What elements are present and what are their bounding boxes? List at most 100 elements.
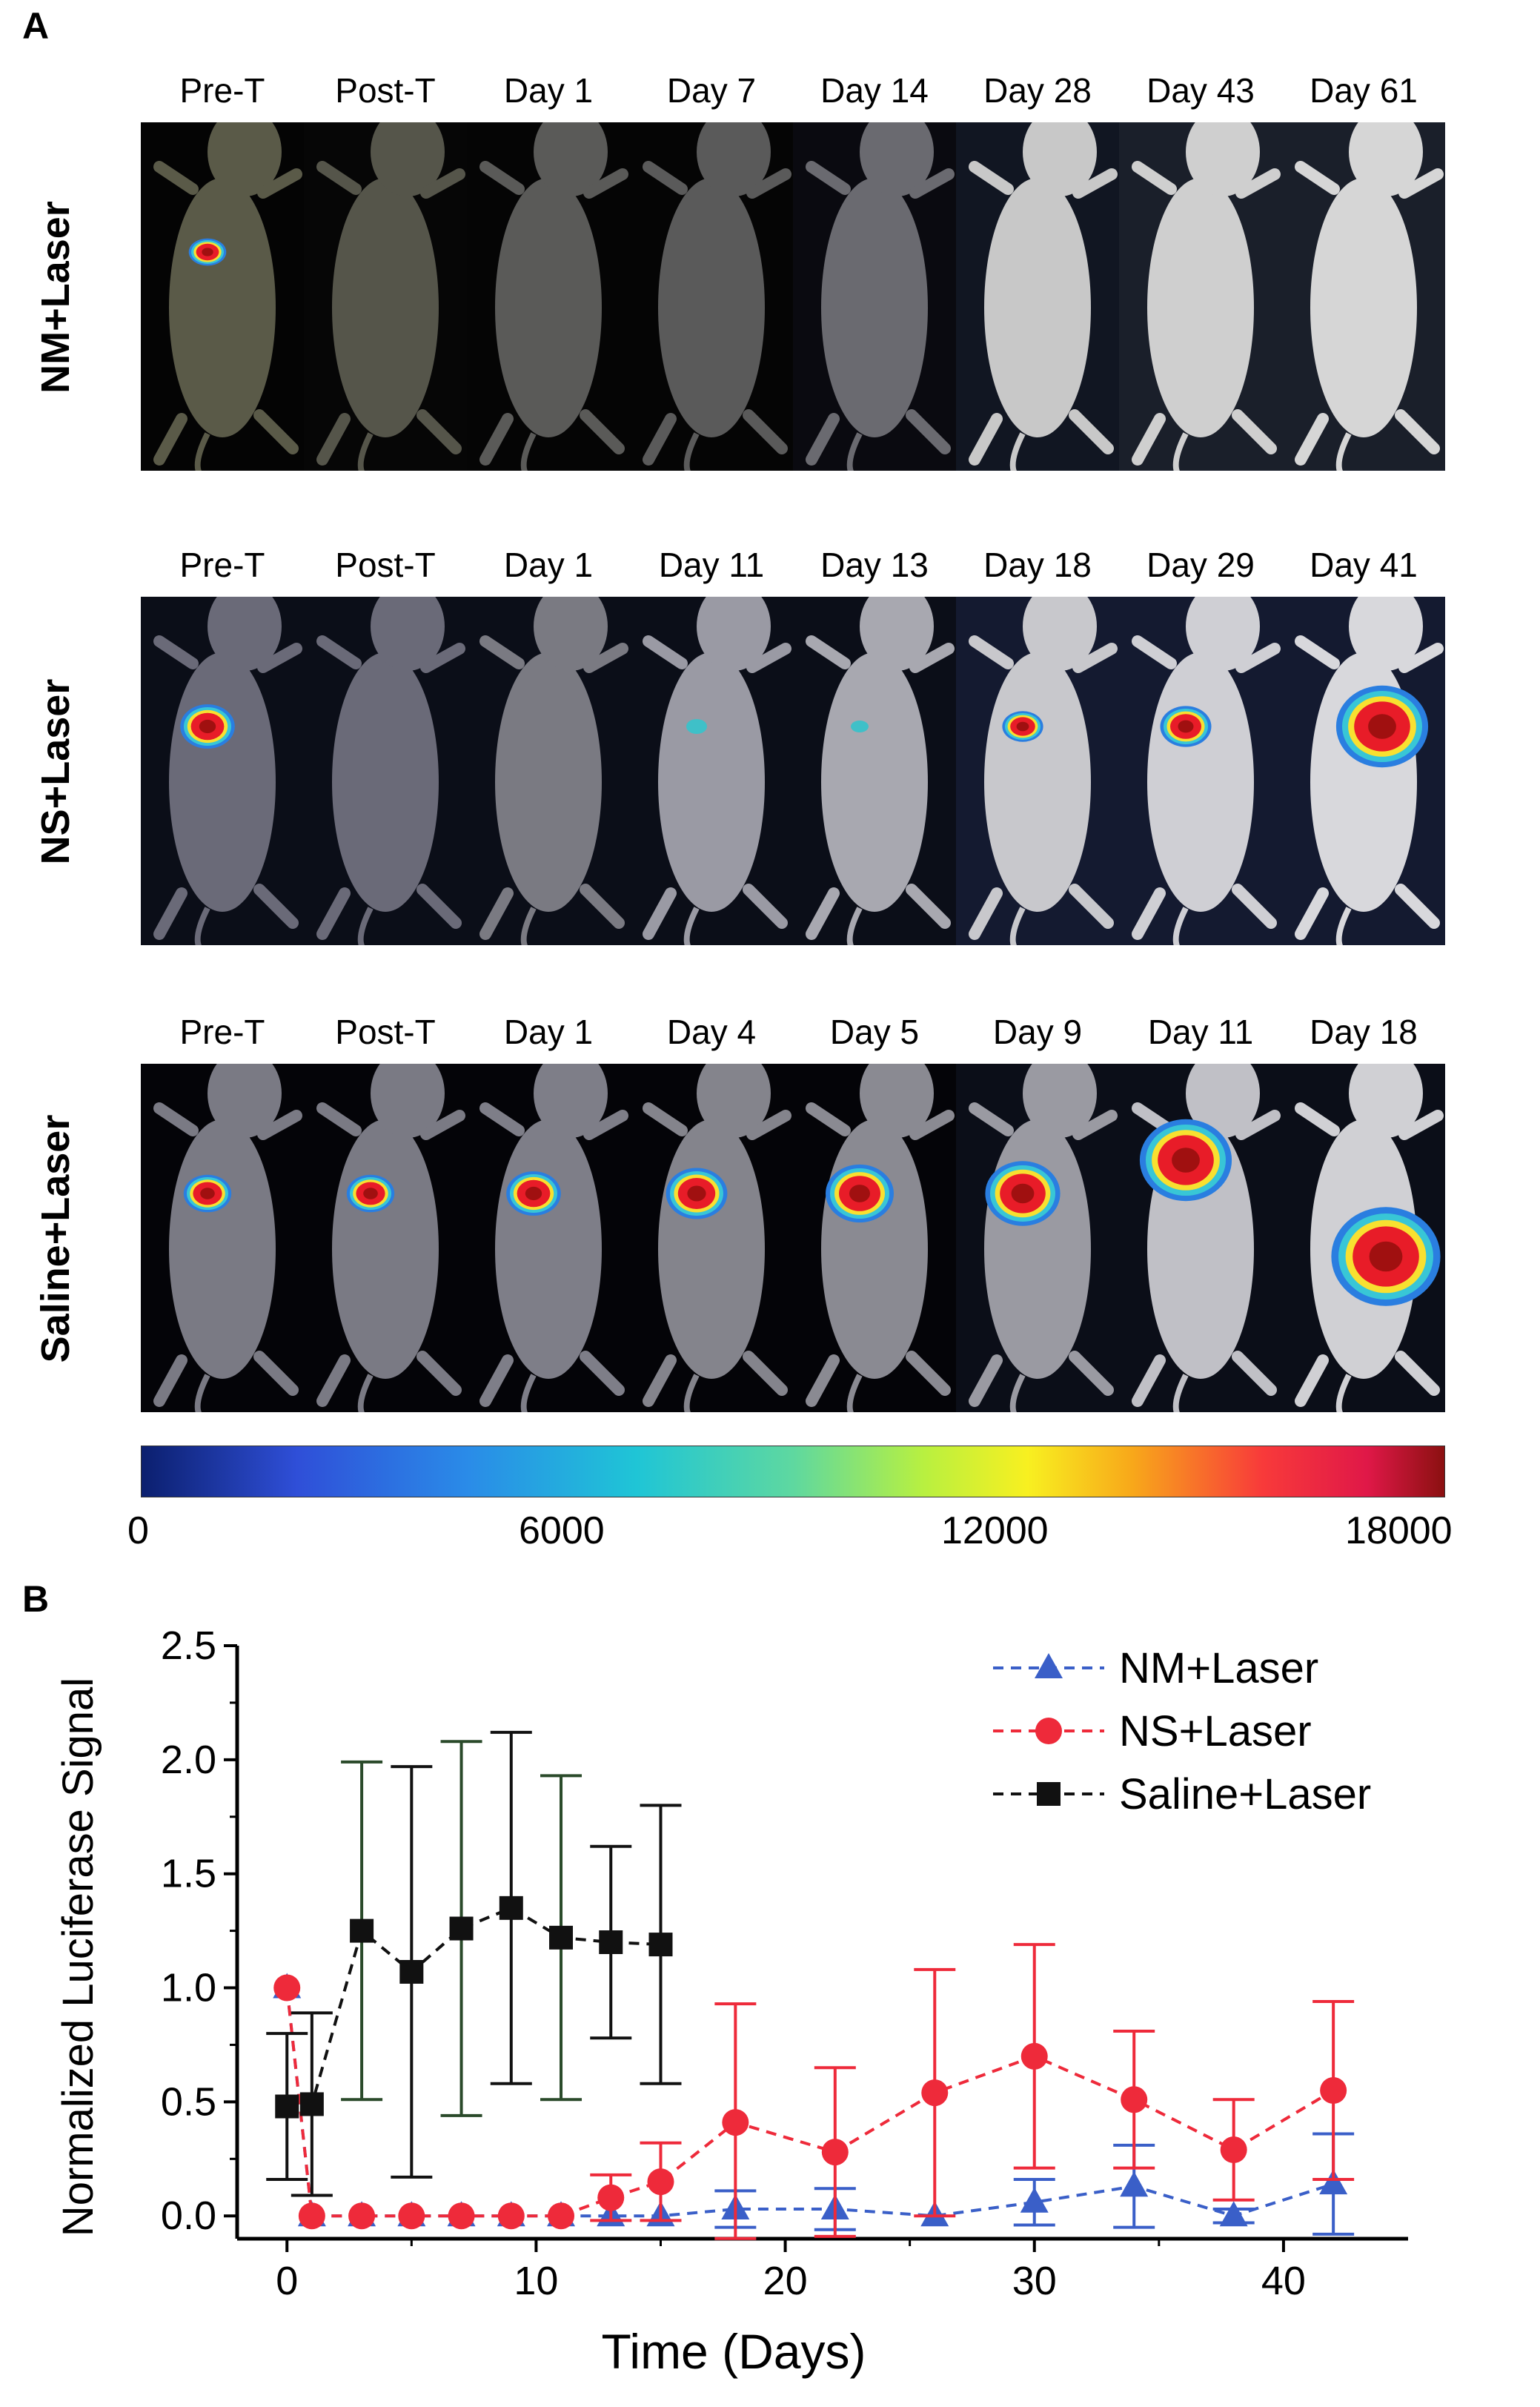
data-point: [299, 2092, 324, 2116]
day-label: Day 1: [503, 71, 594, 110]
colorbar-tick-18000: 18000: [1345, 1509, 1453, 1552]
data-point: [1120, 2171, 1149, 2197]
y-tick-label: 1.0: [161, 1966, 216, 2010]
day-label: Pre-T: [179, 71, 265, 110]
day-label: Day 11: [1147, 1013, 1254, 1051]
data-point: [1320, 2077, 1347, 2104]
row-label: Saline+Laser: [33, 1114, 78, 1363]
day-label: Day 14: [820, 71, 929, 110]
tumor-signal: [1331, 1207, 1441, 1306]
day-label: Day 1: [503, 1013, 594, 1051]
day-label: Post-T: [335, 71, 436, 110]
x-tick-label: 40: [1261, 2259, 1306, 2303]
day-label: Day 9: [992, 1013, 1083, 1051]
day-label: Day 28: [983, 71, 1092, 110]
mouse-silhouette: [806, 597, 955, 945]
mouse-silhouette: [643, 597, 791, 945]
data-point: [648, 1933, 673, 1957]
data-point: [273, 1974, 301, 2002]
data-point: [348, 2202, 376, 2230]
data-point: [497, 2202, 525, 2230]
y-tick-label: 2.0: [161, 1738, 216, 1782]
mouse-silhouette: [1295, 122, 1444, 471]
data-point: [647, 2168, 674, 2196]
data-point: [350, 1918, 374, 1943]
tumor-signal: [188, 238, 227, 266]
data-point: [399, 1960, 424, 1984]
tumor-signal: [180, 704, 235, 749]
tumor-signal: [346, 1174, 395, 1213]
colorbar-tick-12000: 12000: [941, 1509, 1049, 1552]
day-label: Day 29: [1146, 546, 1255, 584]
mouse-silhouette: [1132, 122, 1281, 471]
colorbar-tick-6000: 6000: [519, 1509, 605, 1552]
data-point: [1319, 2169, 1348, 2195]
panel-a-letter: A: [22, 5, 50, 47]
data-point: [275, 2094, 299, 2119]
day-label: Post-T: [335, 546, 436, 584]
y-tick-label: 1.5: [161, 1852, 216, 1896]
legend-label: NS+Laser: [1119, 1707, 1312, 1755]
mouse-silhouette: [969, 122, 1118, 471]
x-tick-label: 10: [514, 2259, 558, 2303]
x-axis-label: Time (Days): [602, 2324, 866, 2379]
data-point: [597, 2184, 625, 2211]
tumor-signal: [1160, 706, 1212, 747]
y-tick-label: 0.5: [161, 2079, 216, 2124]
bioluminescence-image-strip: [141, 1064, 1445, 1412]
bioluminescence-image-strip: [141, 122, 1445, 471]
legend-marker: [1035, 1653, 1063, 1678]
data-point: [1020, 2042, 1048, 2070]
mouse-silhouette: [316, 122, 465, 471]
tumor-signal: [686, 719, 707, 734]
data-point: [722, 2109, 749, 2136]
luciferase-chart: 0.0 0.5 1.0 1.5 2.0 2.5 0 10 20 30 40 Time (Days) No…: [54, 1623, 1408, 2379]
data-point: [1220, 2136, 1247, 2163]
data-point: [599, 1930, 623, 1954]
panel-b-letter: B: [22, 1578, 50, 1620]
day-label: Day 5: [829, 1013, 920, 1051]
colorbar-tick-0: 0: [127, 1509, 149, 1552]
series-line: [287, 1906, 661, 2108]
data-point: [548, 2202, 575, 2230]
mouse-silhouette: [479, 122, 628, 471]
day-label: Day 13: [820, 546, 929, 584]
data-point: [1219, 2201, 1248, 2227]
mouse-silhouette: [643, 122, 791, 471]
tumor-signal: [666, 1168, 728, 1219]
data-point: [821, 2139, 849, 2166]
day-label: Day 7: [666, 71, 757, 110]
day-label: Day 4: [666, 1013, 757, 1051]
y-axis-label: Normalized Luciferase Signal: [54, 1678, 102, 2237]
day-label: Day 61: [1310, 71, 1418, 110]
mouse-silhouette: [806, 122, 955, 471]
tumor-signal: [1002, 711, 1043, 742]
day-label: Day 41: [1310, 546, 1418, 584]
day-label: Pre-T: [179, 1013, 265, 1051]
x-tick-label: 0: [276, 2259, 298, 2303]
day-label: Day 1: [503, 546, 594, 584]
tumor-signal: [1139, 1119, 1232, 1202]
colorbar: [141, 1446, 1445, 1497]
day-label: Post-T: [335, 1013, 436, 1051]
data-point: [549, 1925, 574, 1950]
x-tick-label: 30: [1012, 2259, 1057, 2303]
data-point: [298, 2202, 325, 2230]
series-line: [285, 1987, 1334, 2218]
tumor-signal: [826, 1164, 894, 1223]
tumor-signal: [851, 721, 869, 732]
data-point: [499, 1896, 523, 1920]
tumor-signal: [1335, 685, 1429, 768]
data-point: [449, 1916, 474, 1941]
mouse-silhouette: [316, 597, 465, 945]
y-tick-label: 0.0: [161, 2194, 216, 2238]
day-label: Day 11: [658, 546, 765, 584]
series-line: [285, 1987, 1335, 2218]
day-label: Pre-T: [179, 546, 265, 584]
data-point: [398, 2202, 425, 2230]
day-label: Day 18: [983, 546, 1092, 584]
row-label: NM+Laser: [33, 201, 78, 394]
x-tick-label: 20: [763, 2259, 808, 2303]
tumor-signal: [506, 1171, 561, 1216]
day-label: Day 43: [1146, 71, 1255, 110]
